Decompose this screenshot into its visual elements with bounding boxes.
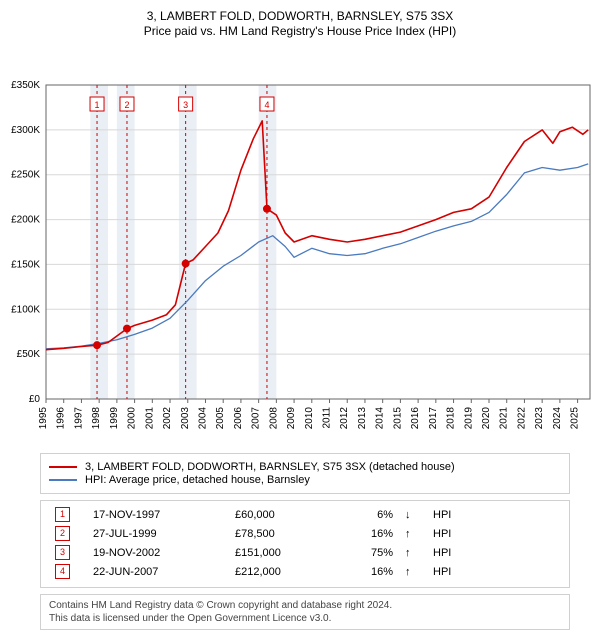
svg-text:1995: 1995 [38,407,49,430]
title-line-2: Price paid vs. HM Land Registry's House … [0,24,600,38]
svg-text:2024: 2024 [552,407,563,430]
event-row: 319-NOV-2002£151,00075%↑HPI [49,543,561,562]
legend-swatch [49,479,77,481]
svg-text:1: 1 [95,100,100,110]
svg-text:2009: 2009 [286,407,297,430]
svg-text:£200K: £200K [11,215,40,226]
svg-text:2022: 2022 [516,407,527,430]
svg-text:3: 3 [183,100,188,110]
legend-label: HPI: Average price, detached house, Barn… [85,474,310,486]
event-marker: 4 [55,564,70,579]
svg-text:£350K: £350K [11,80,40,91]
footer-line-2: This data is licensed under the Open Gov… [49,612,561,625]
svg-text:£100K: £100K [11,304,40,315]
svg-text:2012: 2012 [339,407,350,430]
svg-text:2002: 2002 [162,407,173,430]
svg-text:2000: 2000 [127,407,138,430]
event-marker: 3 [55,545,70,560]
svg-text:£0: £0 [29,394,41,405]
event-row: 117-NOV-1997£60,0006%↓HPI [49,505,561,524]
title-area: 3, LAMBERT FOLD, DODWORTH, BARNSLEY, S75… [0,0,600,38]
svg-text:2025: 2025 [570,407,581,430]
svg-text:2010: 2010 [304,407,315,430]
svg-text:£250K: £250K [11,170,40,181]
legend-item: HPI: Average price, detached house, Barn… [49,474,561,486]
svg-text:2004: 2004 [197,407,208,430]
legend-item: 3, LAMBERT FOLD, DODWORTH, BARNSLEY, S75… [49,461,561,473]
svg-text:£150K: £150K [11,259,40,270]
svg-text:2008: 2008 [268,407,279,430]
svg-text:2011: 2011 [322,407,333,429]
svg-text:£50K: £50K [17,349,41,360]
svg-text:2015: 2015 [392,407,403,430]
svg-text:2003: 2003 [180,407,191,430]
svg-text:2007: 2007 [251,407,262,430]
legend-swatch [49,466,77,468]
svg-text:2006: 2006 [233,407,244,430]
svg-text:1998: 1998 [91,407,102,430]
svg-text:2005: 2005 [215,407,226,430]
event-marker: 1 [55,507,70,522]
event-row: 422-JUN-2007£212,00016%↑HPI [49,562,561,581]
footer-line-1: Contains HM Land Registry data © Crown c… [49,599,561,612]
legend-label: 3, LAMBERT FOLD, DODWORTH, BARNSLEY, S75… [85,461,455,473]
svg-text:2014: 2014 [375,407,386,430]
svg-text:4: 4 [264,100,269,110]
svg-text:1996: 1996 [56,407,67,430]
legend: 3, LAMBERT FOLD, DODWORTH, BARNSLEY, S75… [40,453,570,494]
svg-text:2019: 2019 [463,407,474,430]
svg-text:2016: 2016 [410,407,421,430]
chart: £0 £50K £100K £150K £200K £250K £300K £350K 1995… [0,39,600,449]
footer: Contains HM Land Registry data © Crown c… [40,594,570,630]
svg-text:2013: 2013 [357,407,368,430]
svg-text:2018: 2018 [446,407,457,430]
svg-text:2020: 2020 [481,407,492,430]
svg-text:1999: 1999 [109,407,120,430]
svg-text:£300K: £300K [11,125,40,136]
svg-text:2001: 2001 [144,407,155,430]
event-row: 227-JUL-1999£78,50016%↑HPI [49,524,561,543]
svg-text:2: 2 [124,100,129,110]
events-table: 117-NOV-1997£60,0006%↓HPI227-JUL-1999£78… [40,500,570,588]
event-marker: 2 [55,526,70,541]
svg-text:2017: 2017 [428,407,439,430]
title-line-1: 3, LAMBERT FOLD, DODWORTH, BARNSLEY, S75… [0,9,600,23]
svg-text:1997: 1997 [73,407,84,430]
svg-text:2023: 2023 [534,407,545,430]
svg-text:2021: 2021 [499,407,510,430]
